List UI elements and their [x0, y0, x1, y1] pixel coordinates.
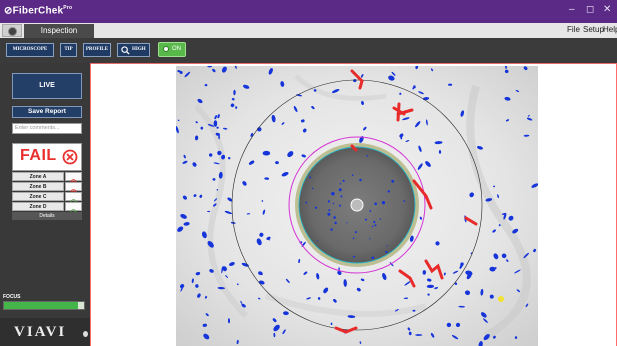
comments-input[interactable]: Enter comments... [12, 123, 82, 134]
tab-bar: Inspection File Setup Help [0, 23, 617, 39]
profile-button[interactable]: PROFILE [83, 43, 111, 57]
minimize-button[interactable]: – [569, 4, 575, 15]
result-panel: FAIL Zone A Zone B Zone C [12, 143, 82, 253]
result-status-text: FAIL [20, 147, 57, 164]
focus-label: FOCUS [3, 294, 21, 300]
magnification-label: HIGH [132, 47, 146, 52]
home-icon [8, 27, 17, 36]
live-button[interactable]: LIVE [12, 73, 82, 99]
magnifier-icon [121, 46, 130, 55]
app-title: ⊘FiberChekPro [4, 5, 73, 17]
focus-meter [3, 301, 85, 310]
fail-icon [62, 149, 78, 165]
zone-label: Zone D [12, 202, 64, 211]
viavi-logo: VIAVI [0, 318, 90, 346]
home-tab[interactable] [2, 24, 22, 37]
zone-label: Zone A [12, 172, 64, 181]
menu-setup[interactable]: Setup [583, 25, 604, 34]
microscope-button[interactable]: MICROSCOPE [6, 43, 54, 57]
brand-logo-text: VIAVI [14, 324, 67, 340]
menu-help[interactable]: Help [603, 25, 617, 34]
save-report-button[interactable]: Save Report [12, 106, 82, 118]
zone-row[interactable]: Zone C [12, 192, 82, 206]
menu-file[interactable]: File [567, 25, 580, 34]
restore-button[interactable]: ◻ [586, 4, 595, 15]
zone-row[interactable]: Zone A [12, 172, 82, 186]
sidebar: LIVE Save Report Enter comments... FAIL … [0, 63, 90, 346]
toolbar: MICROSCOPE TIP PROFILE HIGH ON [0, 38, 617, 63]
inspection-view[interactable] [90, 63, 617, 346]
tip-button[interactable]: TIP [60, 43, 77, 57]
toggle-label: ON [172, 46, 181, 52]
close-button[interactable]: ✕ [603, 4, 612, 15]
zone-row[interactable]: Zone B [12, 182, 82, 196]
zone-label: Zone B [12, 182, 64, 191]
zone-list: Zone A Zone B Zone C Zone D [12, 172, 82, 216]
fiber-endface-image [176, 66, 538, 346]
live-toggle-button[interactable]: ON [158, 42, 186, 57]
led-icon [163, 46, 169, 52]
brand-mark-icon [83, 331, 88, 337]
title-bar: ⊘FiberChekPro – ◻ ✕ [0, 0, 617, 23]
tab-inspection[interactable]: Inspection [24, 24, 94, 38]
focus-meter-fill [4, 302, 79, 309]
details-button[interactable]: Details [12, 212, 82, 220]
result-status: FAIL [12, 143, 82, 171]
zone-label: Zone C [12, 192, 64, 201]
magnification-button[interactable]: HIGH [117, 43, 150, 57]
zone-row[interactable]: Zone D [12, 202, 82, 216]
